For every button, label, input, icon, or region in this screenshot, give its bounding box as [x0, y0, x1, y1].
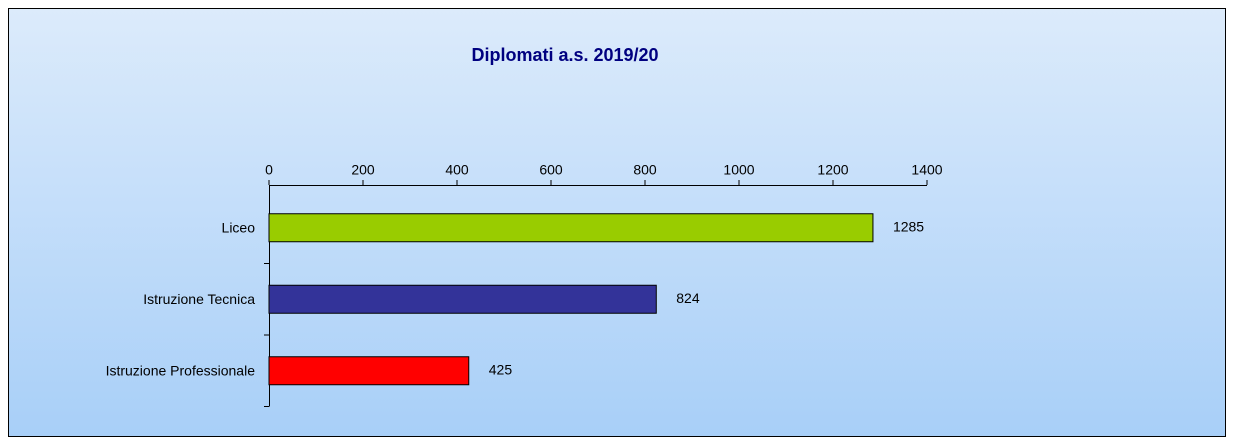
y-tick-label: Istruzione Tecnica [143, 291, 255, 307]
x-tick-label: 800 [633, 162, 657, 178]
value-label: 425 [489, 361, 513, 377]
x-tick-label: 0 [265, 162, 273, 178]
x-tick-label: 400 [445, 162, 469, 178]
bar [268, 356, 470, 386]
chart-title: Diplomati a.s. 2019/20 [471, 45, 658, 65]
bar [268, 284, 657, 314]
y-tick-label: Liceo [222, 219, 256, 235]
x-tick-label: 600 [539, 162, 563, 178]
x-tick-label: 1000 [723, 162, 754, 178]
x-tick-label: 1200 [817, 162, 848, 178]
x-tick-label: 200 [351, 162, 375, 178]
bar [268, 213, 874, 243]
value-label: 1285 [893, 218, 924, 234]
value-label: 824 [676, 290, 700, 306]
x-tick-label: 1400 [911, 162, 942, 178]
y-tick-label: Istruzione Professionale [106, 362, 256, 378]
